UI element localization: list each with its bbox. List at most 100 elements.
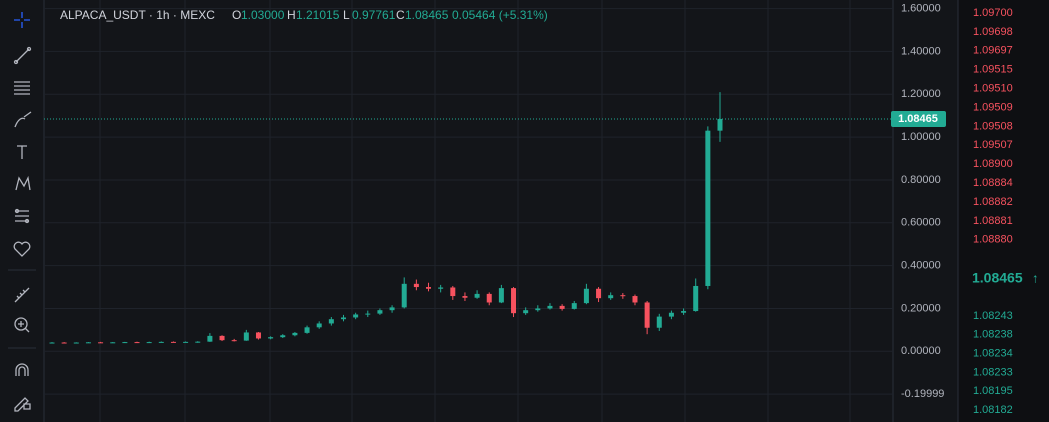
ohlc-key: L bbox=[343, 8, 350, 22]
candle-body bbox=[122, 342, 128, 344]
candle-body bbox=[474, 293, 480, 298]
candle-body bbox=[61, 342, 67, 344]
ruler-tool[interactable] bbox=[14, 287, 30, 303]
candle-body bbox=[231, 340, 237, 342]
candle-body bbox=[620, 295, 626, 297]
candle-body bbox=[353, 314, 359, 318]
candle-body bbox=[608, 295, 614, 299]
candle-body bbox=[146, 342, 152, 344]
candle-body bbox=[401, 283, 407, 308]
candle-body bbox=[268, 337, 274, 339]
bid-price: 1.08182 bbox=[973, 404, 1013, 416]
magnet-tool[interactable] bbox=[15, 363, 29, 376]
prediction-tool[interactable] bbox=[14, 208, 30, 224]
ask-price: 1.09510 bbox=[973, 83, 1013, 95]
brush-tool[interactable] bbox=[14, 111, 32, 128]
candle-body bbox=[158, 341, 164, 343]
candle-body bbox=[377, 310, 383, 314]
y-tick-label: 1.40000 bbox=[901, 45, 941, 57]
trend-line-tool[interactable] bbox=[13, 46, 32, 65]
candle-body bbox=[668, 312, 674, 317]
candle-body bbox=[681, 311, 687, 313]
candle-body bbox=[462, 296, 468, 298]
ohlc-header: O 1.03000 H 1.21015 L 0.97761 C 1.08465 bbox=[232, 8, 449, 22]
last-price-badge bbox=[891, 110, 946, 127]
candle-body bbox=[717, 118, 723, 131]
bid-price: 1.08234 bbox=[973, 348, 1013, 360]
bid-price: 1.08195 bbox=[973, 385, 1013, 397]
candle-body bbox=[170, 341, 176, 343]
candle-body bbox=[486, 293, 492, 303]
fib-tool[interactable] bbox=[14, 81, 30, 95]
ask-price: 1.08884 bbox=[973, 177, 1013, 189]
candle-body bbox=[340, 317, 346, 320]
candle-body bbox=[207, 335, 213, 342]
y-tick-label: 1.20000 bbox=[901, 88, 941, 100]
y-tick-label: 0.60000 bbox=[901, 217, 941, 229]
bid-price: 1.08243 bbox=[973, 310, 1013, 322]
candle-body bbox=[195, 341, 201, 343]
pattern-tool[interactable] bbox=[15, 175, 31, 191]
candle-body bbox=[705, 130, 711, 286]
symbol-title: ALPACA_USDT · 1h · MEXC bbox=[60, 8, 215, 22]
zoom-tool[interactable] bbox=[14, 317, 30, 333]
candle-body bbox=[693, 285, 699, 312]
y-tick-label: 1.60000 bbox=[901, 2, 941, 14]
candle-body bbox=[535, 308, 541, 311]
ohlc-value: 0.97761 bbox=[352, 8, 396, 22]
y-tick-label: 0.20000 bbox=[901, 302, 941, 314]
change-text: 0.05464 (+5.31%) bbox=[452, 8, 548, 22]
candle-body bbox=[328, 319, 334, 324]
last-trade-arrow: ↑ bbox=[1032, 270, 1039, 285]
lock-drawings-tool[interactable] bbox=[14, 397, 31, 412]
ohlc-key: H bbox=[287, 8, 296, 22]
ask-price: 1.09697 bbox=[973, 45, 1013, 57]
candle-body bbox=[73, 342, 79, 344]
candle-body bbox=[413, 283, 419, 288]
y-tick-label: 1.00000 bbox=[901, 131, 941, 143]
candle-body bbox=[571, 303, 577, 309]
ask-price: 1.09507 bbox=[973, 139, 1013, 151]
last-price-label: 1.08465 bbox=[898, 113, 938, 125]
candle-body bbox=[450, 287, 456, 297]
candle-body bbox=[511, 288, 517, 314]
ohlc-value: 1.08465 bbox=[405, 8, 449, 22]
ask-price: 1.09509 bbox=[973, 101, 1013, 113]
candle-body bbox=[219, 335, 225, 341]
ask-price: 1.09700 bbox=[973, 7, 1013, 19]
candle-body bbox=[523, 310, 529, 314]
candle-body bbox=[243, 332, 249, 341]
ask-price: 1.08900 bbox=[973, 158, 1013, 170]
candle-body bbox=[134, 342, 140, 344]
candle-body bbox=[255, 332, 261, 339]
candle-body bbox=[304, 327, 310, 333]
drawing-toolbar bbox=[8, 12, 36, 412]
ask-price: 1.08881 bbox=[973, 215, 1013, 227]
ohlc-key: O bbox=[232, 8, 241, 22]
candle-body bbox=[183, 341, 189, 343]
candle-body bbox=[547, 305, 553, 309]
ohlc-key: C bbox=[396, 8, 405, 22]
candle-body bbox=[656, 316, 662, 328]
ask-price: 1.08882 bbox=[973, 196, 1013, 208]
candle-body bbox=[365, 313, 371, 315]
candle-body bbox=[438, 287, 444, 289]
y-tick-label: 0.00000 bbox=[901, 345, 941, 357]
candle-body bbox=[498, 288, 504, 303]
crosshair-tool[interactable] bbox=[14, 12, 30, 28]
candle-body bbox=[596, 288, 602, 299]
candle-body bbox=[110, 342, 116, 344]
last-trade-price: 1.08465 bbox=[972, 270, 1023, 286]
ask-price: 1.09515 bbox=[973, 64, 1013, 76]
text-tool[interactable] bbox=[17, 145, 27, 159]
candle-body bbox=[316, 323, 322, 328]
ohlc-value: 1.03000 bbox=[241, 8, 285, 22]
favorites-tool[interactable] bbox=[13, 241, 31, 257]
candle-body bbox=[389, 307, 395, 311]
y-tick-label: 0.40000 bbox=[901, 260, 941, 272]
candle-body bbox=[583, 288, 589, 304]
candle-body bbox=[559, 305, 565, 309]
